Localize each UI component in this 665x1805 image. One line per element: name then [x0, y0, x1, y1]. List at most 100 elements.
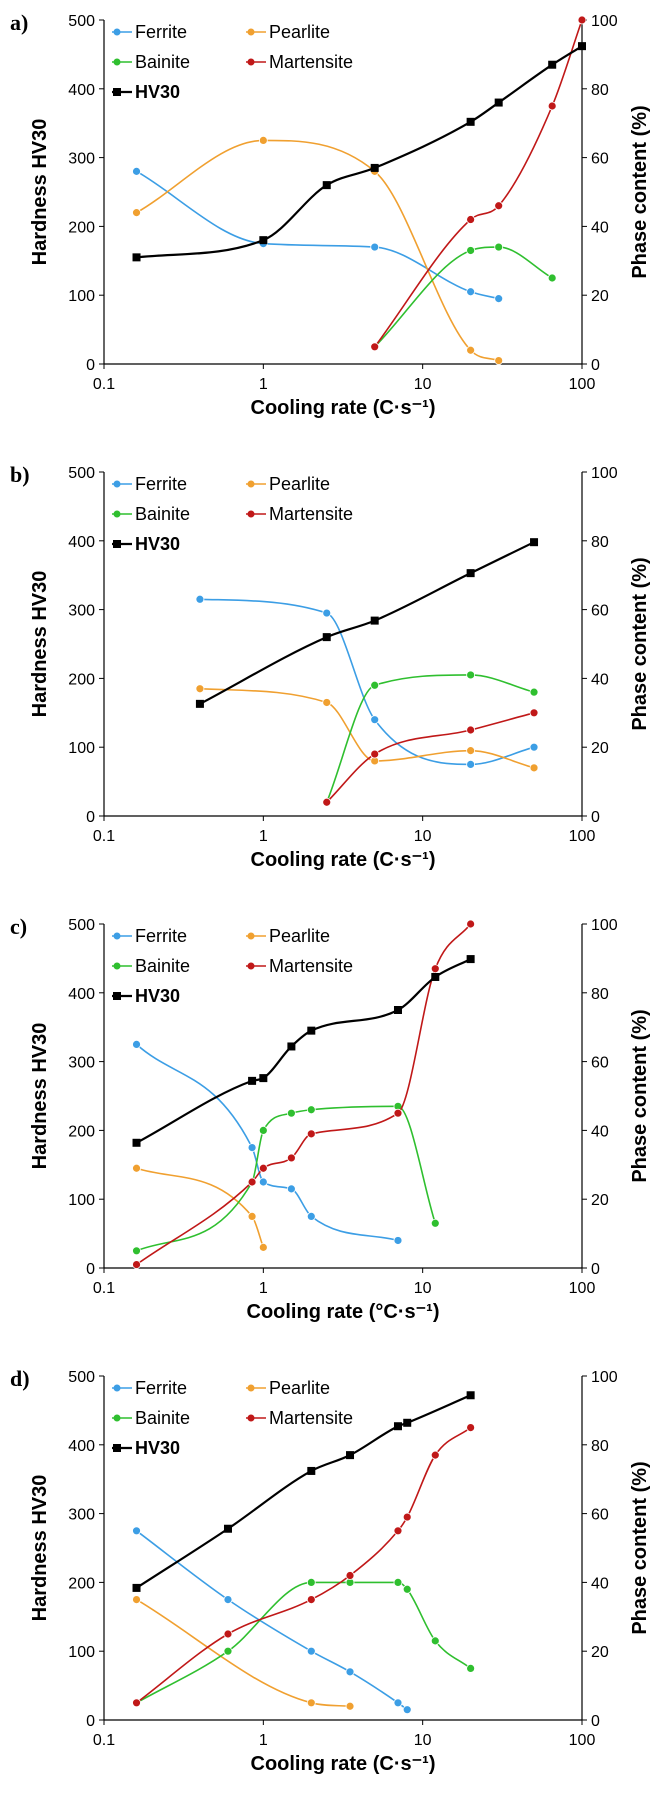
data-point-bainite: [393, 1577, 403, 1587]
y-tick-label: 100: [68, 1192, 95, 1209]
legend-marker-martensite: [247, 962, 255, 970]
data-point-pearlite: [132, 1163, 141, 1173]
x-tick-label: 0.1: [93, 1732, 115, 1749]
y2-tick-label: 80: [591, 986, 609, 1003]
y2-tick-label: 40: [591, 1575, 609, 1592]
x-tick-label: 1: [259, 376, 268, 393]
series-hv30: [195, 538, 539, 708]
legend-marker-pearlite: [247, 932, 255, 940]
data-point-ferrite: [286, 1184, 296, 1194]
chart-panel-1: b) 0 100 200 300 400 500 0 20 40 60 80 100 0.1 1 10 100 C…: [10, 462, 651, 871]
data-point-hv30: [466, 117, 475, 126]
data-point-ferrite: [322, 608, 332, 618]
y-tick-label: 500: [68, 13, 95, 30]
data-point-martensite: [466, 215, 476, 224]
legend-label-ferrite: Ferrite: [135, 22, 187, 42]
data-point-bainite: [258, 1125, 268, 1135]
legend-label-pearlite: Pearlite: [269, 1378, 330, 1398]
legend-marker-hv30: [113, 992, 121, 1000]
legend-marker-martensite: [247, 510, 255, 518]
y2-tick-label: 40: [591, 671, 609, 688]
y2-tick-label: 20: [591, 288, 609, 305]
data-point-martensite: [577, 15, 587, 25]
series-line-hv30: [136, 958, 472, 1144]
series-martensite: [132, 919, 476, 1269]
series-ferrite: [132, 1039, 403, 1245]
data-point-martensite: [223, 1629, 233, 1639]
data-point-bainite: [466, 1663, 476, 1673]
legend-marker-pearlite: [247, 1384, 255, 1392]
y2-tick-label: 60: [591, 1507, 609, 1524]
data-point-hv30: [431, 972, 440, 981]
legend-label-bainite: Bainite: [135, 504, 190, 524]
x-tick-label: 1: [259, 1732, 268, 1749]
legend-label-pearlite: Pearlite: [269, 926, 330, 946]
legend-label-ferrite: Ferrite: [135, 1378, 187, 1398]
series-ferrite: [132, 166, 504, 304]
y2-tick-label: 100: [591, 917, 618, 934]
chart-panel-2: c) 0 100 200 300 400 500 0 20 40 60 80 100 0.1 1 10 100 C…: [10, 914, 651, 1323]
x-tick-label: 100: [569, 1732, 596, 1749]
data-point-ferrite: [132, 1039, 141, 1049]
data-point-bainite: [466, 246, 476, 255]
series-pearlite: [132, 1595, 355, 1711]
legend-marker-ferrite: [113, 28, 121, 36]
series-line-ferrite: [199, 598, 535, 766]
series-bainite: [322, 670, 539, 807]
x-tick-label: 10: [414, 828, 432, 845]
data-point-bainite: [547, 273, 557, 283]
data-point-ferrite: [466, 287, 476, 297]
legend-marker-ferrite: [113, 1384, 121, 1392]
y2-tick-label: 100: [591, 13, 618, 30]
data-point-martensite: [466, 725, 476, 735]
data-point-ferrite: [247, 1143, 257, 1153]
data-point-pearlite: [494, 356, 504, 365]
data-point-martensite: [247, 1177, 257, 1187]
y-tick-label: 300: [68, 603, 95, 620]
data-point-hv30: [259, 1074, 268, 1083]
data-point-hv30: [132, 1138, 141, 1147]
data-point-martensite: [132, 1698, 141, 1708]
data-point-ferrite: [132, 166, 141, 176]
data-point-ferrite: [306, 1211, 316, 1221]
y-tick-label: 300: [68, 151, 95, 168]
data-point-bainite: [529, 687, 539, 697]
legend-marker-ferrite: [113, 932, 121, 940]
data-point-ferrite: [258, 1177, 268, 1187]
panel-label: a): [10, 10, 28, 35]
data-point-pearlite: [195, 684, 205, 694]
data-point-ferrite: [402, 1705, 412, 1715]
data-point-bainite: [132, 1246, 141, 1256]
data-point-pearlite: [132, 1595, 141, 1605]
data-point-pearlite: [322, 698, 332, 707]
y-tick-label: 200: [68, 1575, 95, 1592]
data-point-hv30: [223, 1524, 232, 1533]
data-point-hv30: [248, 1076, 257, 1085]
data-point-martensite: [306, 1129, 316, 1139]
series-bainite: [370, 242, 557, 352]
data-point-hv30: [403, 1418, 412, 1427]
y-tick-label: 500: [68, 917, 95, 934]
y2-tick-label: 0: [591, 809, 600, 826]
legend-marker-hv30: [113, 1444, 121, 1452]
data-point-pearlite: [247, 1211, 257, 1221]
data-point-bainite: [466, 670, 476, 680]
series-martensite: [322, 708, 539, 807]
data-point-martensite: [494, 201, 504, 211]
data-point-martensite: [393, 1526, 403, 1536]
x-tick-label: 0.1: [93, 1280, 115, 1297]
data-point-bainite: [402, 1584, 412, 1594]
legend: Ferrite Pearlite Bainite Martensite HV30: [112, 474, 353, 554]
data-point-bainite: [430, 1636, 440, 1646]
series-pearlite: [195, 684, 539, 773]
data-point-bainite: [494, 242, 504, 252]
data-point-martensite: [322, 797, 332, 807]
series-pearlite: [132, 135, 504, 365]
y-tick-label: 500: [68, 1369, 95, 1386]
y-tick-label: 100: [68, 1644, 95, 1661]
data-point-martensite: [402, 1512, 412, 1522]
x-axis-title: Cooling rate (C·s⁻¹): [251, 397, 436, 419]
data-point-hv30: [494, 98, 503, 107]
data-point-martensite: [547, 101, 557, 111]
